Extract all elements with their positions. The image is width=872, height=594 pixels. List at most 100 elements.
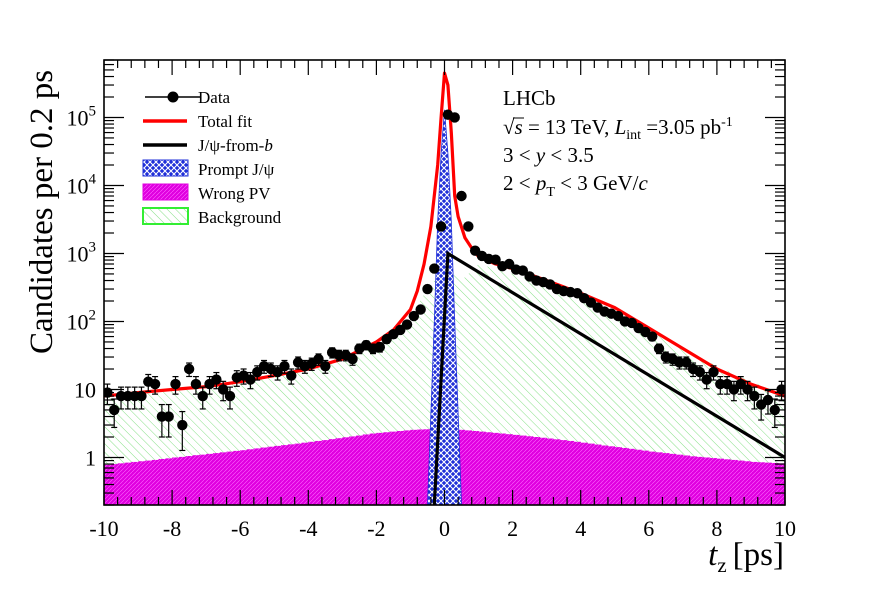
wrong-pv-bar [635, 449, 643, 505]
data-marker [408, 310, 420, 322]
legend-item-total-fit: Total fit [143, 112, 252, 131]
wrong-pv-bar [723, 459, 731, 505]
data-point [463, 221, 474, 232]
wrong-pv-bar [641, 450, 650, 505]
wrong-pv-bar [757, 462, 765, 505]
data-point [749, 386, 760, 410]
wrong-pv-bar [424, 429, 432, 505]
wrong-pv-bar [519, 435, 527, 505]
energy-lumi-label: √s = 13 TeV, Lint =3.05 pb-1 [503, 115, 733, 143]
wrong-pv-bar [716, 458, 725, 505]
wrong-pv-bar [417, 429, 425, 505]
data-marker [211, 374, 222, 385]
data-marker [708, 366, 719, 378]
wrong-pv-bar [614, 447, 622, 505]
wrong-pv-bar [587, 443, 595, 505]
data-point [170, 375, 181, 395]
data-point [415, 304, 426, 315]
wrong-pv-bar [471, 431, 479, 505]
wrong-pv-bar [628, 448, 636, 505]
data-point [449, 112, 460, 123]
wrong-pv-bar [321, 440, 330, 505]
data-marker [224, 390, 236, 402]
data-marker [149, 378, 161, 390]
data-marker [177, 419, 188, 431]
wrong-pv-bar [342, 437, 350, 505]
data-point [435, 221, 447, 232]
wrong-pv-bar [546, 438, 554, 505]
wrong-pv-bar [281, 445, 289, 505]
wrong-pv-bar [192, 455, 200, 505]
wrong-pv-bar [144, 460, 152, 505]
data-marker [681, 357, 692, 368]
svg-text:Prompt J/ψ: Prompt J/ψ [198, 160, 275, 179]
data-marker [190, 378, 202, 390]
data-point [429, 263, 440, 274]
wrong-pv-bar [458, 429, 466, 505]
data-marker [422, 283, 433, 295]
wrong-pv-bar [355, 435, 364, 505]
wrong-pv-bar [328, 439, 336, 505]
data-point [211, 371, 222, 390]
wrong-pv-bar [219, 452, 227, 505]
x-tick-label: 8 [711, 516, 722, 541]
wrong-pv-bar [560, 440, 568, 505]
wrong-pv-bar [410, 429, 418, 505]
data-point [177, 410, 188, 452]
data-marker [762, 394, 774, 406]
wrong-pv-bar [253, 448, 261, 505]
data-point [422, 283, 433, 295]
wrong-pv-bar [771, 462, 779, 505]
y-tick-label: 102 [67, 307, 97, 334]
data-marker [245, 374, 256, 385]
data-marker [653, 343, 665, 354]
wrong-pv-bar [267, 446, 275, 505]
data-marker [286, 370, 297, 381]
x-tick-label: 6 [643, 516, 654, 541]
wrong-pv-bar [730, 459, 738, 505]
data-point [197, 386, 208, 410]
data-marker [279, 360, 290, 372]
wrong-pv-bar [240, 450, 248, 505]
data-marker [401, 319, 413, 330]
y-tick-label: 105 [67, 103, 97, 130]
data-point [408, 310, 420, 322]
data-point [517, 265, 529, 276]
wrong-pv-bar [287, 444, 295, 505]
legend-item-background: Background [142, 207, 282, 227]
wrong-pv-bar [390, 431, 398, 505]
wrong-pv-bar [676, 454, 684, 505]
wrong-pv-bar [648, 451, 656, 505]
y-tick-label: 1 [85, 445, 96, 470]
wrong-pv-bar [396, 431, 404, 505]
wrong-pv-bar [669, 453, 677, 505]
wrong-pv-bar [151, 459, 159, 505]
data-point [272, 365, 283, 381]
wrong-pv-bar [464, 430, 473, 505]
experiment-label: LHCb [503, 86, 556, 110]
data-marker [435, 221, 447, 232]
legend: Data Total fit J/ψ-from-b Prompt J/ψ Wro… [142, 88, 282, 227]
svg-text:J/ψ-from-b: J/ψ-from-b [198, 136, 273, 155]
wrong-pv-bar [682, 455, 690, 505]
wrong-pv-bar [260, 447, 268, 505]
legend-item-wrong-pv: Wrong PV [142, 183, 271, 203]
wrong-pv-bar [485, 432, 493, 505]
data-marker [252, 366, 263, 378]
data-marker [197, 390, 208, 402]
rapidity-label: 3 < y < 3.5 [503, 143, 594, 167]
data-marker-icon [167, 91, 179, 103]
wrong-pv-bar [492, 432, 500, 505]
pt-label: 2 < pT < 3 GeV/c [503, 171, 649, 200]
data-marker [109, 404, 120, 416]
data-point [217, 380, 229, 402]
data-point [286, 368, 297, 385]
data-point [653, 343, 665, 355]
data-marker [320, 360, 331, 372]
data-point [647, 331, 658, 342]
data-marker [647, 331, 658, 342]
wrong-pv-bar [172, 457, 180, 505]
wrong-pv-bar [601, 445, 609, 505]
svg-text:Background: Background [198, 208, 282, 227]
data-marker [701, 374, 712, 385]
